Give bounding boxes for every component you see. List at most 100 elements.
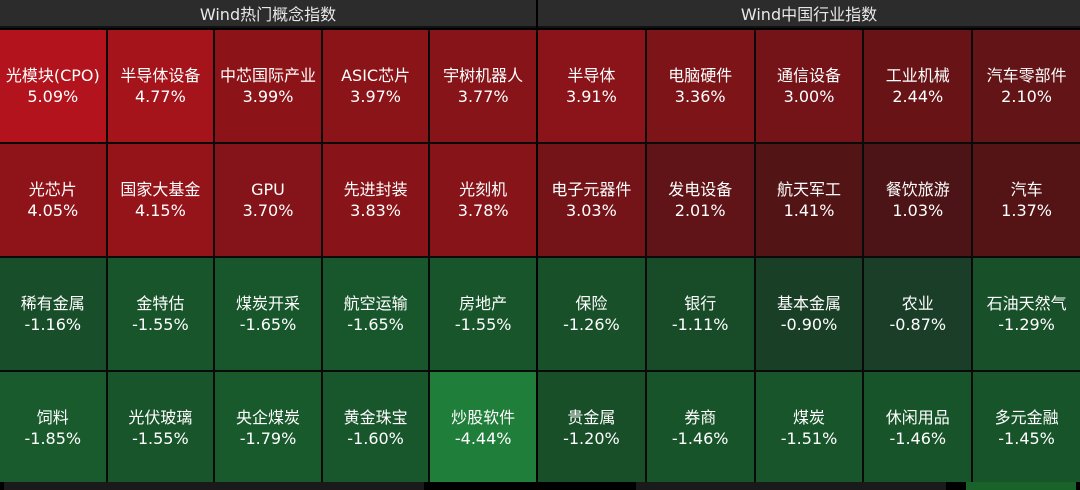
tile-change-percent: 1.37%: [1001, 201, 1052, 220]
tile-change-percent: 3.91%: [565, 87, 617, 106]
tile-change-percent: 5.09%: [27, 87, 79, 106]
index-tile[interactable]: 央企煤炭 -1.79%: [215, 372, 321, 484]
tile-change-percent: 3.99%: [242, 87, 294, 106]
tile-change-percent: -1.79%: [239, 429, 297, 448]
tile-change-percent: -1.51%: [780, 429, 838, 448]
tile-name: 保险: [575, 294, 608, 313]
index-tile[interactable]: 中芯国际产业 3.99%: [215, 30, 321, 142]
index-tile[interactable]: 餐饮旅游 1.03%: [864, 144, 972, 256]
tile-name: 国家大基金: [120, 180, 201, 199]
index-tile[interactable]: 光芯片 4.05%: [0, 144, 106, 256]
tile-name: 宇树机器人: [443, 66, 524, 85]
index-tile[interactable]: 煤炭 -1.51%: [755, 372, 863, 484]
tile-change-percent: -1.65%: [347, 315, 404, 334]
tile-name: 先进封装: [343, 180, 408, 199]
index-tile[interactable]: 黄金珠宝 -1.60%: [322, 372, 429, 484]
index-tile[interactable]: 航空运输 -1.65%: [322, 258, 429, 370]
index-tile[interactable]: 国家大基金 4.15%: [107, 144, 214, 256]
tile-name: 石油天然气: [986, 294, 1067, 313]
tile-change-percent: -1.60%: [347, 429, 404, 448]
tile-change-percent: 3.83%: [350, 201, 401, 220]
index-tile[interactable]: 银行 -1.11%: [646, 258, 754, 370]
index-tile[interactable]: 先进封装 3.83%: [322, 144, 429, 256]
index-tile[interactable]: 券商 -1.46%: [646, 372, 754, 484]
tile-name: 光刻机: [459, 180, 508, 199]
tile-change-percent: 1.03%: [892, 201, 944, 220]
tile-name: 半导体设备: [120, 66, 201, 85]
index-tile[interactable]: 贵金属 -1.20%: [538, 372, 645, 484]
tile-change-percent: -1.85%: [24, 429, 82, 448]
index-tile[interactable]: 宇树机器人 3.77%: [430, 30, 536, 142]
cropped-footer-button[interactable]: [966, 482, 1076, 490]
tile-change-percent: -1.55%: [132, 429, 189, 448]
tile-name: 发电设备: [668, 180, 733, 199]
tile-change-percent: -1.65%: [239, 315, 297, 334]
tile-name: 房地产: [459, 294, 508, 313]
index-tile[interactable]: 煤炭开采 -1.65%: [215, 258, 321, 370]
index-tile[interactable]: 保险 -1.26%: [538, 258, 645, 370]
tile-change-percent: -1.20%: [563, 429, 620, 448]
index-tile[interactable]: 半导体设备 4.77%: [107, 30, 214, 142]
index-tile[interactable]: 汽车零部件 2.10%: [973, 30, 1080, 142]
index-tile[interactable]: 电脑硬件 3.36%: [646, 30, 754, 142]
index-tile[interactable]: 发电设备 2.01%: [646, 144, 754, 256]
index-tile[interactable]: 汽车 1.37%: [973, 144, 1080, 256]
index-tile[interactable]: GPU 3.70%: [215, 144, 321, 256]
tile-change-percent: 3.97%: [350, 87, 401, 106]
tile-change-percent: -1.29%: [998, 315, 1055, 334]
index-tile[interactable]: 农业 -0.87%: [864, 258, 972, 370]
index-tile[interactable]: 稀有金属 -1.16%: [0, 258, 106, 370]
tile-change-percent: 4.77%: [134, 87, 186, 106]
tile-change-percent: 3.70%: [242, 201, 294, 220]
tile-name: 多元金融: [994, 408, 1059, 427]
tile-name: 光模块(CPO): [5, 66, 100, 85]
tile-name: 金特估: [136, 294, 185, 313]
tile-name: 中芯国际产业: [219, 66, 316, 85]
concept-tile-grid: 光模块(CPO) 5.09% 半导体设备 4.77% 中芯国际产业 3.99% ASIC芯片…: [0, 30, 536, 484]
tile-change-percent: 3.03%: [565, 201, 617, 220]
tile-name: 基本金属: [776, 294, 841, 313]
index-tile[interactable]: 工业机械 2.44%: [864, 30, 972, 142]
tile-change-percent: -0.90%: [780, 315, 838, 334]
tile-name: 炒股软件: [451, 408, 516, 427]
cropped-footer-legend-left: [4, 482, 424, 490]
index-tile[interactable]: ASIC芯片 3.97%: [322, 30, 429, 142]
tile-change-percent: 3.36%: [674, 87, 726, 106]
index-tile[interactable]: 房地产 -1.55%: [430, 258, 536, 370]
tile-change-percent: -1.46%: [889, 429, 947, 448]
index-tile[interactable]: 通信设备 3.00%: [755, 30, 863, 142]
tile-change-percent: -1.16%: [24, 315, 82, 334]
tile-name: 汽车: [1010, 180, 1043, 199]
tile-name: 光伏玻璃: [128, 408, 193, 427]
index-tile[interactable]: 基本金属 -0.90%: [755, 258, 863, 370]
index-tile[interactable]: 炒股软件 -4.44%: [430, 372, 536, 484]
tile-name: ASIC芯片: [341, 66, 411, 85]
index-tile[interactable]: 航天军工 1.41%: [755, 144, 863, 256]
tile-name: 休闲用品: [885, 408, 950, 427]
tile-name: 电脑硬件: [668, 66, 733, 85]
index-tile[interactable]: 光伏玻璃 -1.55%: [107, 372, 214, 484]
tile-name: 央企煤炭: [235, 408, 300, 427]
tile-name: 通信设备: [776, 66, 841, 85]
tile-change-percent: 3.78%: [457, 201, 509, 220]
index-tile[interactable]: 半导体 3.91%: [538, 30, 645, 142]
index-tile[interactable]: 休闲用品 -1.46%: [864, 372, 972, 484]
tile-name: 半导体: [567, 66, 616, 85]
index-tile[interactable]: 石油天然气 -1.29%: [973, 258, 1080, 370]
index-tile[interactable]: 多元金融 -1.45%: [973, 372, 1080, 484]
tile-name: 券商: [684, 408, 717, 427]
index-tile[interactable]: 光模块(CPO) 5.09%: [0, 30, 106, 142]
index-tile[interactable]: 电子元器件 3.03%: [538, 144, 645, 256]
tile-change-percent: 2.44%: [892, 87, 944, 106]
tile-name: 汽车零部件: [986, 66, 1067, 85]
index-tile[interactable]: 光刻机 3.78%: [430, 144, 536, 256]
tile-change-percent: -1.45%: [998, 429, 1055, 448]
index-tile[interactable]: 金特估 -1.55%: [107, 258, 214, 370]
concept-panel-title: Wind热门概念指数: [0, 0, 536, 28]
index-tile[interactable]: 饲料 -1.85%: [0, 372, 106, 484]
tile-change-percent: 3.00%: [783, 87, 835, 106]
concept-index-panel: Wind热门概念指数 光模块(CPO) 5.09% 半导体设备 4.77% 中芯国际产业…: [0, 0, 536, 484]
tile-name: 农业: [901, 294, 934, 313]
tile-change-percent: -1.46%: [671, 429, 729, 448]
